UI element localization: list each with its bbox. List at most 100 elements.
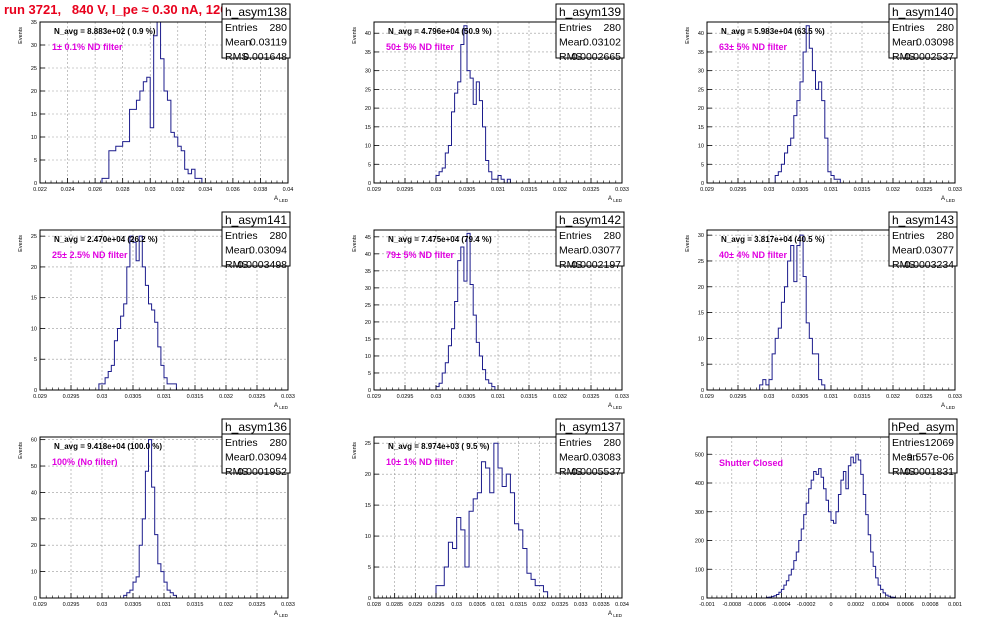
y-tick-label: 20: [31, 543, 37, 549]
y-axis-title: Events: [18, 235, 24, 252]
y-tick-label: 20: [698, 106, 704, 112]
y-tick-label: 200: [695, 539, 704, 545]
stats-label: RMS: [559, 259, 582, 271]
x-tick-label: 0.029: [33, 602, 47, 608]
x-tick-label: 0.0295: [397, 187, 414, 193]
stats-label: RMS: [892, 259, 915, 271]
y-tick-label: 0: [701, 181, 704, 187]
y-tick-label: 10: [365, 534, 371, 540]
x-tick-label: 0.0315: [521, 394, 538, 400]
x-tick-label: 0.028: [116, 187, 130, 193]
stats-label: RMS: [892, 466, 915, 478]
x-tick-label: 0.0004: [872, 602, 889, 608]
y-tick-label: 0: [34, 181, 37, 187]
x-tick-label: 0.0325: [583, 394, 600, 400]
histogram-panel-hPed_asym: -0.001 -0.0008 -0.0006 -0.0004 -0.0002 0 0.000…: [695, 418, 962, 608]
stats-label: RMS: [559, 466, 582, 478]
stats-label: Mean: [225, 245, 251, 257]
x-tick-label: 0.0295: [730, 187, 747, 193]
y-tick-label: 45: [365, 235, 371, 241]
histogram-name: h_asym143: [892, 213, 954, 227]
histogram-name: h_asym137: [559, 420, 621, 434]
x-tick-label: 0.0305: [792, 187, 809, 193]
histogram-panel-h_asym138: 0.022 0.024 0.026 0.028 0.03 0.032 0.034 0.036 0…: [18, 3, 294, 203]
stats-label: Entries: [559, 22, 592, 34]
x-tick-label: 0.033: [615, 394, 629, 400]
histogram-name: h_asym140: [892, 5, 954, 19]
filter-label: 40± 4% ND filter: [719, 250, 787, 260]
y-tick-label: 5: [368, 162, 371, 168]
y-tick-label: 20: [31, 89, 37, 95]
stats-value: 0.001648: [243, 51, 287, 63]
x-tick-label: 0.029: [700, 394, 714, 400]
y-tick-label: 25: [365, 441, 371, 447]
x-tick-label: 0.031: [824, 187, 838, 193]
y-tick-label: 35: [698, 50, 704, 56]
x-tick-label: 0.036: [226, 187, 240, 193]
stats-value: 0.03119: [250, 37, 287, 49]
x-tick-label: -0.001: [699, 602, 715, 608]
x-tick-label: 0.032: [553, 187, 567, 193]
x-tick-label: 0.0315: [187, 602, 204, 608]
y-tick-label: 300: [695, 510, 704, 516]
y-tick-label: 100: [695, 567, 704, 573]
y-tick-label: 500: [695, 452, 704, 458]
y-tick-label: 15: [698, 311, 704, 317]
stats-value: 9.557e-06: [907, 452, 954, 464]
x-tick-label: 0.029: [408, 602, 422, 608]
stats-label: RMS: [225, 466, 248, 478]
x-tick-label: 0.04: [283, 187, 294, 193]
y-tick-label: 60: [31, 438, 37, 444]
y-tick-label: 35: [365, 50, 371, 56]
x-tick-label: 0.034: [198, 187, 212, 193]
x-axis-title: A LED: [608, 403, 623, 410]
y-tick-label: 30: [698, 69, 704, 75]
stats-label: Entries: [559, 230, 592, 242]
y-tick-label: 15: [31, 112, 37, 118]
y-tick-label: 15: [365, 337, 371, 343]
y-tick-label: 15: [31, 296, 37, 302]
stats-value: 0.0003498: [237, 259, 287, 271]
x-tick-label: -0.0002: [797, 602, 816, 608]
y-tick-label: 0: [701, 388, 704, 394]
stats-box-frame: [221, 211, 291, 267]
x-tick-label: 0.03: [145, 187, 156, 193]
histogram-line: [101, 21, 203, 183]
x-axis-title: A LED: [608, 611, 623, 618]
stats-box-frame: [555, 418, 625, 474]
x-tick-label: 0.022: [33, 187, 47, 193]
x-tick-label: 0.032: [532, 602, 546, 608]
x-tick-label: 0.031: [491, 602, 505, 608]
x-tick-label: 0.032: [886, 394, 900, 400]
stats-value: 0.03098: [916, 37, 954, 49]
x-tick-label: 0.0325: [916, 187, 933, 193]
histogram-name: h_asym141: [225, 213, 287, 227]
stats-label: RMS: [225, 259, 248, 271]
histogram-line: [766, 453, 896, 598]
x-axis-title: A LED: [941, 196, 956, 203]
stats-value: 280: [936, 22, 954, 34]
filter-label: 50± 5% ND filter: [386, 42, 454, 52]
x-tick-label: 0.026: [88, 187, 102, 193]
stats-box-frame: [555, 3, 625, 59]
stats-label: Entries: [892, 437, 925, 449]
y-tick-label: 25: [698, 259, 704, 265]
x-tick-label: 0.0305: [469, 602, 486, 608]
x-tick-label: 0.031: [491, 394, 505, 400]
stats-box: h_asym137 Entries 280 Mean0.03083RMS0.00055…: [555, 418, 625, 478]
stats-label: Mean: [892, 245, 918, 257]
x-tick-label: 0.0315: [521, 187, 538, 193]
stats-box: h_asym138 Entries 280 Mean0.03119RMS0.00164…: [221, 3, 291, 63]
x-tick-label: 0.0325: [249, 602, 266, 608]
x-tick-label: 0.032: [886, 187, 900, 193]
stats-label: Mean: [225, 452, 251, 464]
x-tick-label: 0: [829, 602, 832, 608]
y-tick-label: 40: [365, 31, 371, 37]
x-tick-label: 0.001: [948, 602, 962, 608]
stats-value: 0.0002197: [571, 259, 621, 271]
y-tick-label: 400: [695, 481, 704, 487]
y-tick-label: 30: [698, 233, 704, 239]
filter-label: 79± 5% ND filter: [386, 250, 454, 260]
stats-value: 280: [936, 230, 954, 242]
